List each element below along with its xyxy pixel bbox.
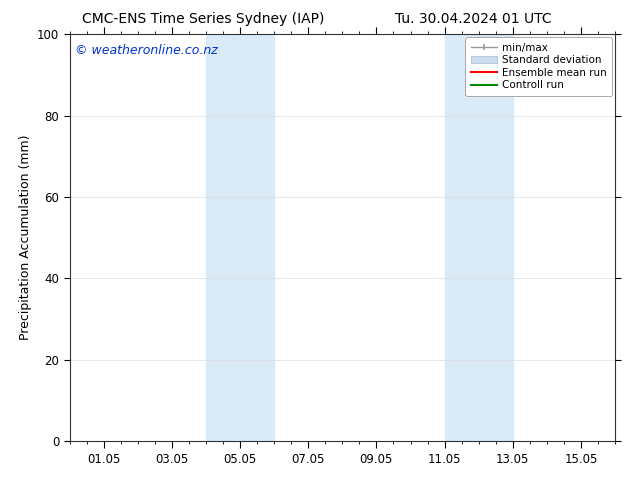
Legend: min/max, Standard deviation, Ensemble mean run, Controll run: min/max, Standard deviation, Ensemble me… (465, 37, 612, 96)
Y-axis label: Precipitation Accumulation (mm): Precipitation Accumulation (mm) (18, 135, 32, 341)
Text: CMC-ENS Time Series Sydney (IAP): CMC-ENS Time Series Sydney (IAP) (82, 12, 325, 26)
Bar (206, 34, 275, 441)
Text: © weatheronline.co.nz: © weatheronline.co.nz (75, 45, 218, 57)
Bar (444, 34, 513, 441)
Text: Tu. 30.04.2024 01 UTC: Tu. 30.04.2024 01 UTC (395, 12, 552, 26)
